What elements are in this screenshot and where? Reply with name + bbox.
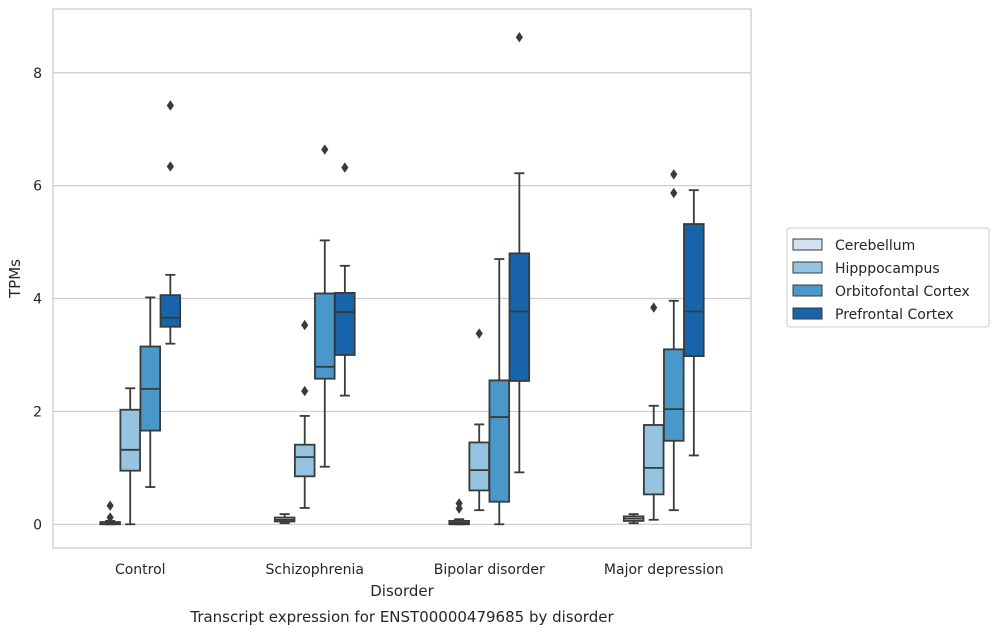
- outlier-point: [650, 302, 658, 313]
- outlier-point: [670, 169, 678, 180]
- outlier-point: [301, 385, 309, 397]
- box-orbitofontal-cortex-schizophrenia: [314, 144, 336, 468]
- iqr-box: [663, 348, 685, 442]
- outlier-point: [670, 187, 678, 199]
- x-axis-title: Disorder: [370, 582, 434, 600]
- box-cerebellum-major-depression: [622, 513, 645, 525]
- legend-swatch: [792, 307, 823, 320]
- iqr-box: [488, 379, 511, 503]
- y-tick-label: 0: [33, 517, 42, 533]
- outlier-point: [515, 32, 523, 43]
- box-orbitofontal-cortex-bipolar-disorder: [488, 258, 511, 526]
- box-orbitofontal-cortex-major-depression: [663, 169, 685, 512]
- outlier-point: [341, 162, 349, 173]
- box-hipppocampus-schizophrenia: [293, 319, 316, 509]
- outlier-point: [301, 319, 309, 331]
- outlier-point: [321, 144, 329, 155]
- iqr-box: [119, 408, 141, 472]
- axis-ticks: 0 2 4 6 8 Control Schizophrenia Bipolar disorde…: [33, 66, 724, 578]
- box-hipppocampus-control: [119, 387, 141, 526]
- box-prefrontal-cortex-control: [159, 100, 182, 345]
- iqr-box: [642, 424, 665, 496]
- box-cerebellum-bipolar-disorder: [448, 498, 470, 526]
- legend-swatch: [792, 238, 823, 251]
- legend-frame: [786, 227, 990, 328]
- y-tick-label: 4: [33, 292, 42, 308]
- box-hipppocampus-major-depression: [642, 302, 665, 521]
- iqr-box: [468, 441, 490, 492]
- iqr-box: [508, 252, 531, 382]
- iqr-box: [314, 292, 336, 380]
- y-tick-label: 8: [33, 66, 42, 82]
- box-prefrontal-cortex-bipolar-disorder: [508, 32, 531, 474]
- outlier-point: [106, 500, 114, 511]
- legend-label: Hipppocampus: [835, 261, 940, 277]
- outlier-point: [166, 161, 174, 172]
- chart-title: Transcript expression for ENST0000047968…: [189, 608, 614, 626]
- iqr-box: [159, 294, 182, 328]
- box-plot-area: [99, 32, 705, 526]
- box-prefrontal-cortex-schizophrenia: [334, 162, 356, 397]
- legend: Cerebellum Hipppocampus Orbitofontal Corte…: [786, 227, 990, 328]
- x-tick-label: Control: [115, 562, 166, 578]
- plot-frame: [52, 8, 752, 549]
- y-tick-label: 2: [33, 404, 42, 420]
- iqr-box: [334, 291, 356, 356]
- legend-label: Prefrontal Cortex: [835, 307, 954, 323]
- legend-swatch: [792, 261, 823, 274]
- outlier-point: [475, 328, 483, 339]
- legend-label: Orbitofontal Cortex: [835, 284, 970, 300]
- y-axis-title: TPMs: [6, 259, 24, 299]
- box-orbitofontal-cortex-control: [139, 296, 162, 488]
- outlier-point: [166, 100, 174, 111]
- x-tick-label: Major depression: [604, 562, 724, 578]
- x-tick-label: Bipolar disorder: [434, 562, 545, 578]
- box-cerebellum-control: [99, 500, 121, 526]
- iqr-box: [293, 443, 316, 478]
- box-cerebellum-schizophrenia: [273, 513, 296, 525]
- legend-label: Cerebellum: [835, 238, 915, 254]
- outlier-point: [455, 498, 463, 509]
- legend-swatch: [792, 284, 823, 297]
- iqr-box: [683, 223, 705, 358]
- outlier-point: [106, 512, 114, 523]
- box-prefrontal-cortex-major-depression: [683, 189, 705, 457]
- box-hipppocampus-bipolar-disorder: [468, 328, 490, 512]
- y-tick-label: 6: [33, 179, 42, 195]
- x-tick-label: Schizophrenia: [266, 562, 364, 578]
